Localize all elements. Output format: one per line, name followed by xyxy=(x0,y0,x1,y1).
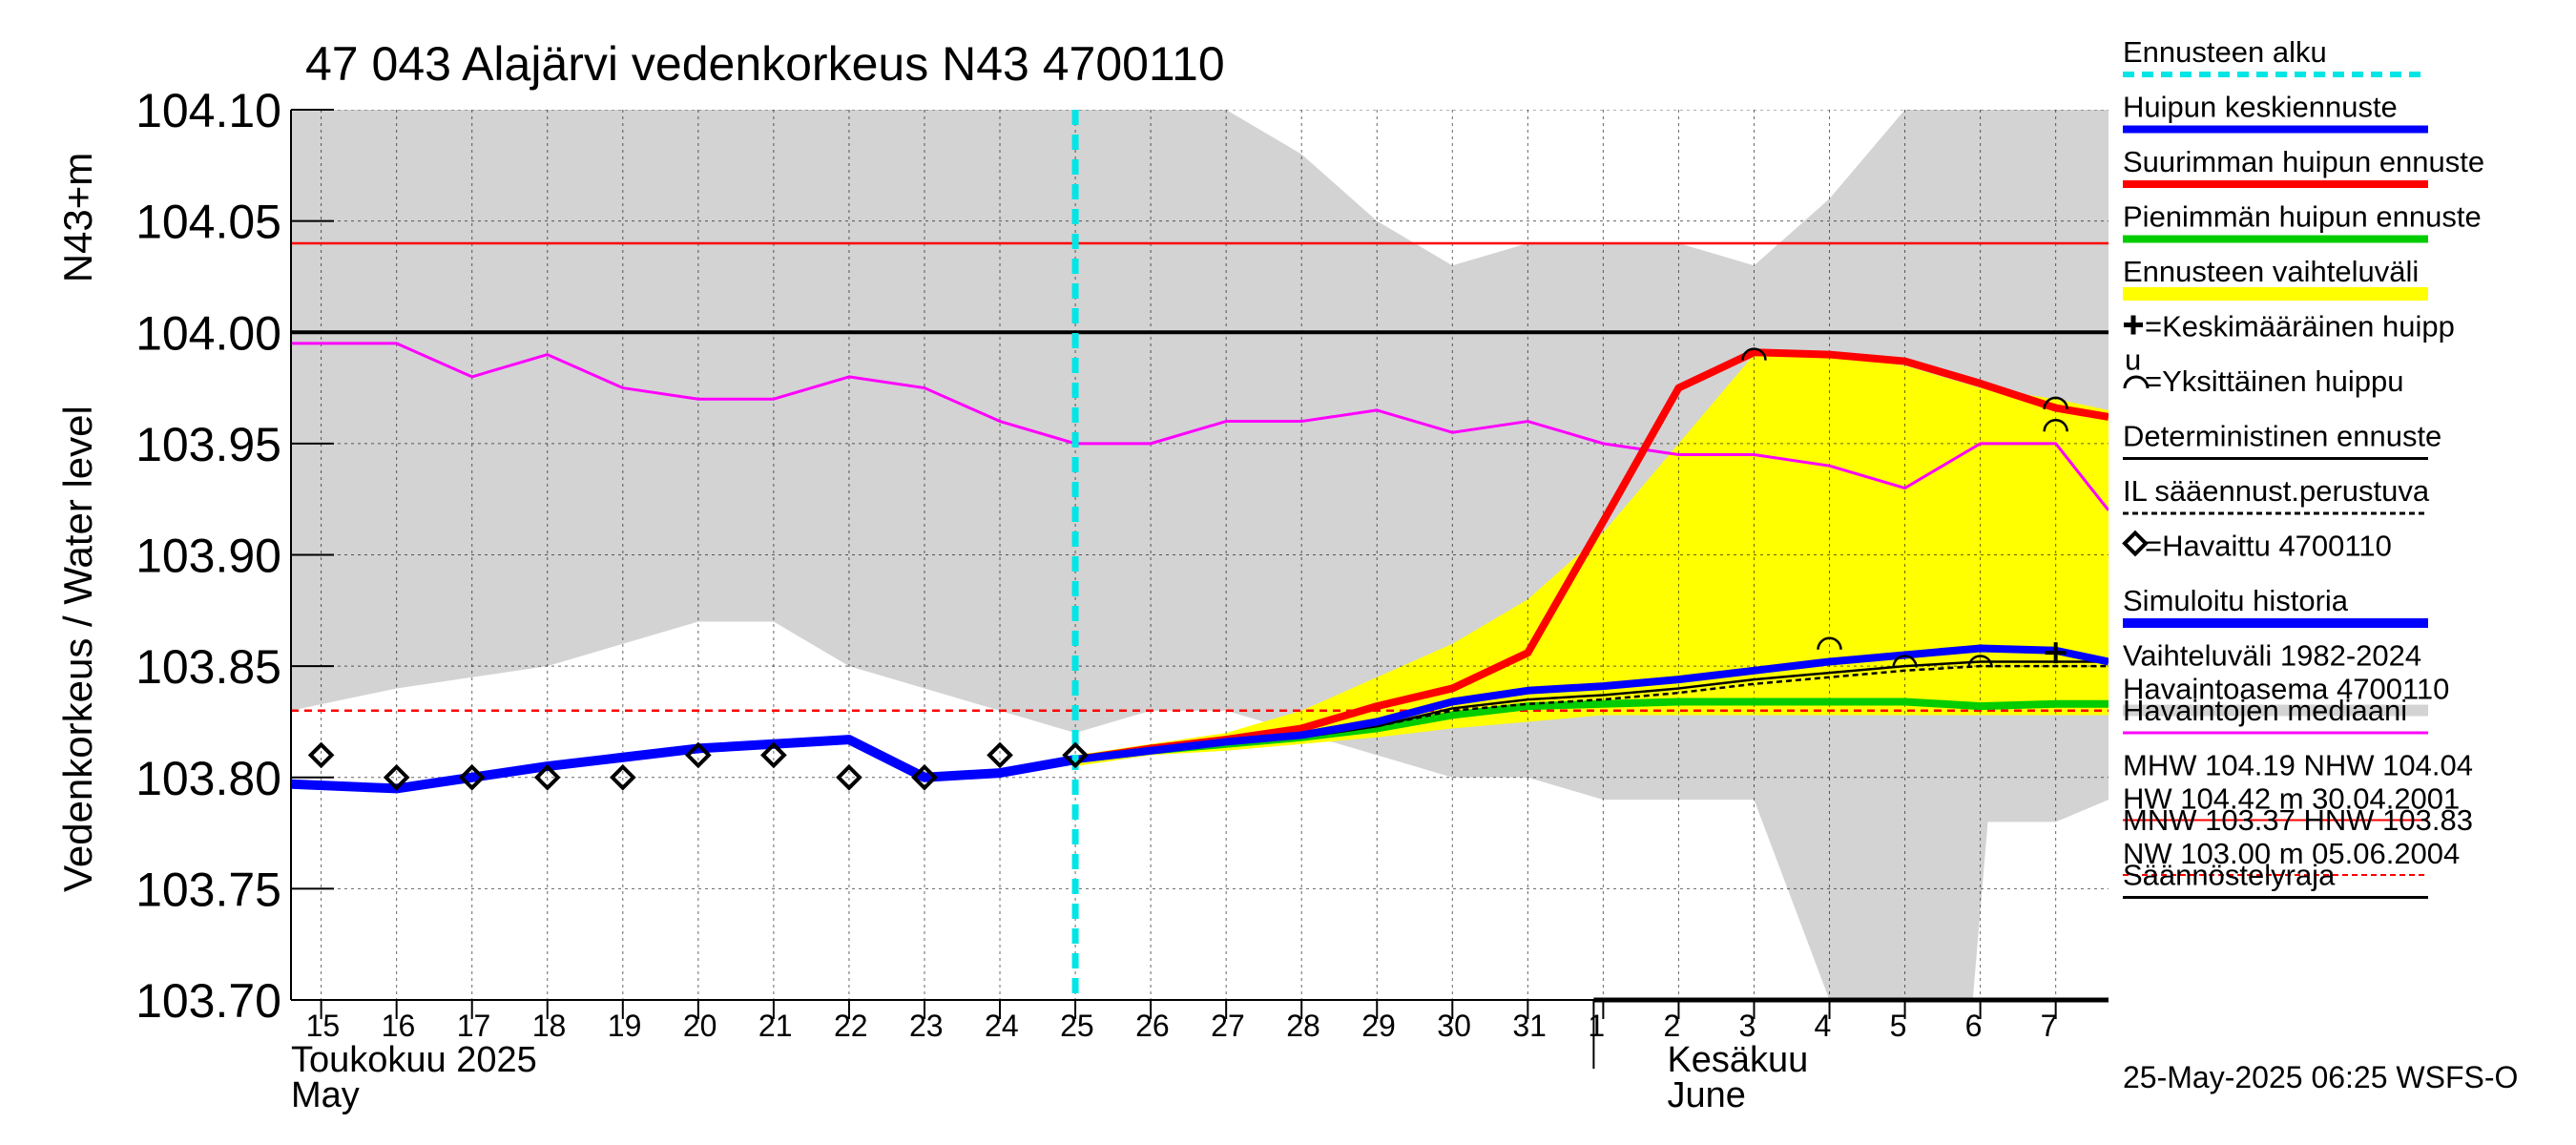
x-tick-label: 29 xyxy=(1361,1009,1396,1043)
legend-entry-simuloitu-historia: Simuloitu historia xyxy=(2123,584,2349,617)
timestamp: 25-May-2025 06:25 WSFS-O xyxy=(2123,1060,2518,1094)
legend-entry-suurimman-huipun-ennuste: Suurimman huipun ennuste xyxy=(2123,145,2484,178)
observed-point xyxy=(911,763,938,791)
legend: Ennusteen alku Huipun keskiennuste Suurimm… xyxy=(2122,35,2484,899)
observed-point xyxy=(383,763,410,791)
legend-entry-il-s-ennust-perustuva: IL sääennust.perustuva xyxy=(2123,474,2430,508)
individual-peak-marker xyxy=(1817,636,1842,650)
individual-peak-marker xyxy=(2043,396,2068,409)
legend-entry-deterministinen-ennuste: Deterministinen ennuste xyxy=(2123,420,2441,453)
legend-entry-keskim-r-inen-huipp-line2: u xyxy=(2125,344,2141,377)
x-tick-label: 23 xyxy=(909,1009,944,1043)
legend-entry-ennusteen-alku: Ennusteen alku xyxy=(2123,35,2327,69)
legend-entry-keskim-r-inen-huipp: =Keskimääräinen huipp xyxy=(2145,310,2455,344)
legend-entry-vaihteluv-li-1982-2024-line2: Havaintoasema 4700110 xyxy=(2123,673,2449,706)
y-tick-label: 104.10 xyxy=(135,84,281,137)
observed-point xyxy=(987,741,1013,769)
legend-diamond-icon xyxy=(2122,530,2149,557)
individual-peak-marker xyxy=(1967,655,1993,668)
legend-entry-mhw-104-19-nhw-104-04-line2: HW 104.42 m 30.04.2001 xyxy=(2123,782,2460,816)
y-tick-label: 103.90 xyxy=(135,530,281,583)
legend-entry-mnw-103-37-hnw-103-83-line2: NW 103.00 m 05.06.2004 xyxy=(2123,837,2460,870)
legend-entry-pienimm-n-huipun-ennuste: Pienimmän huipun ennuste xyxy=(2123,200,2482,234)
x-tick-label: 18 xyxy=(532,1009,567,1043)
month-label-may-en: May xyxy=(291,1075,360,1115)
y-axis-unit-label: N43+m xyxy=(55,153,100,283)
month-label-june-fi: Kesäkuu xyxy=(1667,1040,1808,1080)
x-tick-label: 31 xyxy=(1512,1009,1547,1043)
legend-entry-havaittu-4700110: =Havaittu 4700110 xyxy=(2145,530,2392,563)
y-tick-label: 103.75 xyxy=(135,863,281,916)
month-label-may-fi: Toukokuu 2025 xyxy=(291,1040,537,1080)
x-tick-label: 7 xyxy=(2041,1009,2058,1043)
y-tick-label: 103.85 xyxy=(135,640,281,694)
observed-point xyxy=(609,763,636,791)
observed-point xyxy=(1062,741,1089,769)
x-tick-label: 20 xyxy=(683,1009,717,1043)
observed-point xyxy=(533,763,561,791)
x-tick-label: 4 xyxy=(1815,1009,1832,1043)
observed-point xyxy=(836,763,862,791)
individual-peak-marker xyxy=(1892,655,1918,668)
observed-point xyxy=(307,741,335,769)
x-tick-label: 3 xyxy=(1738,1009,1755,1043)
observed-point xyxy=(685,741,712,769)
observed-point xyxy=(458,763,486,791)
x-tick-label: 6 xyxy=(1965,1009,1983,1043)
series-line-simuloitu-historia xyxy=(291,735,1076,794)
x-tick-label: 17 xyxy=(457,1009,491,1043)
month-label-june-en: June xyxy=(1667,1075,1745,1115)
x-tick-label: 30 xyxy=(1437,1009,1471,1043)
legend-entry-ennusteen-vaihteluv-li: Ennusteen vaihteluväli xyxy=(2123,255,2419,288)
y-axis-label: Vedenkorkeus / Water level xyxy=(55,406,100,892)
x-tick-label: 22 xyxy=(834,1009,868,1043)
chart-title: 47 043 Alajärvi vedenkorkeus N43 4700110 xyxy=(305,37,1225,91)
x-tick-label: 15 xyxy=(306,1009,341,1043)
plot-area xyxy=(291,110,2109,1000)
x-tick-label: 16 xyxy=(382,1009,416,1043)
individual-peak-marker xyxy=(2043,418,2068,432)
legend-arc-icon xyxy=(2123,375,2150,389)
y-tick-label: 104.05 xyxy=(135,196,281,249)
legend-entry-havaintojen-mediaani: Havaintojen mediaani xyxy=(2123,694,2407,727)
x-tick-label: 27 xyxy=(1211,1009,1245,1043)
y-tick-label: 103.70 xyxy=(135,974,281,1028)
legend-entry-mnw-103-37-hnw-103-83: MNW 103.37 HNW 103.83 xyxy=(2123,803,2473,837)
x-tick-label: 26 xyxy=(1135,1009,1170,1043)
x-tick-label: 2 xyxy=(1663,1009,1680,1043)
legend-entry-mhw-104-19-nhw-104-04: MHW 104.19 NHW 104.04 xyxy=(2123,749,2473,782)
x-tick-label: 19 xyxy=(608,1009,642,1043)
legend-entry-huipun-keskiennuste: Huipun keskiennuste xyxy=(2123,91,2398,124)
y-tick-label: 103.95 xyxy=(135,418,281,471)
legend-entry-vaihteluv-li-1982-2024: Vaihteluväli 1982-2024 xyxy=(2123,639,2421,673)
series-line-huipun-keskiennuste xyxy=(1074,644,2109,764)
series-line-havaintojen-mediaani xyxy=(291,342,2109,511)
y-tick-label: 104.00 xyxy=(135,306,281,360)
x-tick-label: 28 xyxy=(1286,1009,1320,1043)
x-tick-label: 24 xyxy=(985,1009,1019,1043)
x-tick-label: 5 xyxy=(1890,1009,1907,1043)
individual-peak-marker xyxy=(1741,347,1767,361)
x-tick-label: 1 xyxy=(1588,1009,1605,1043)
x-tick-label: 21 xyxy=(758,1009,793,1043)
observed-point xyxy=(760,741,787,769)
legend-entry-s-nn-stelyraja: Säännöstelyraja xyxy=(2123,859,2336,892)
legend-entry-yksitt-inen-huippu: =Yksittäinen huippu xyxy=(2145,364,2403,398)
x-tick-label: 25 xyxy=(1060,1009,1094,1043)
y-tick-label: 103.80 xyxy=(135,752,281,805)
axes: 103.70 103.75 103.80 103.85 103.90 103.95 104.… xyxy=(135,84,2109,1115)
